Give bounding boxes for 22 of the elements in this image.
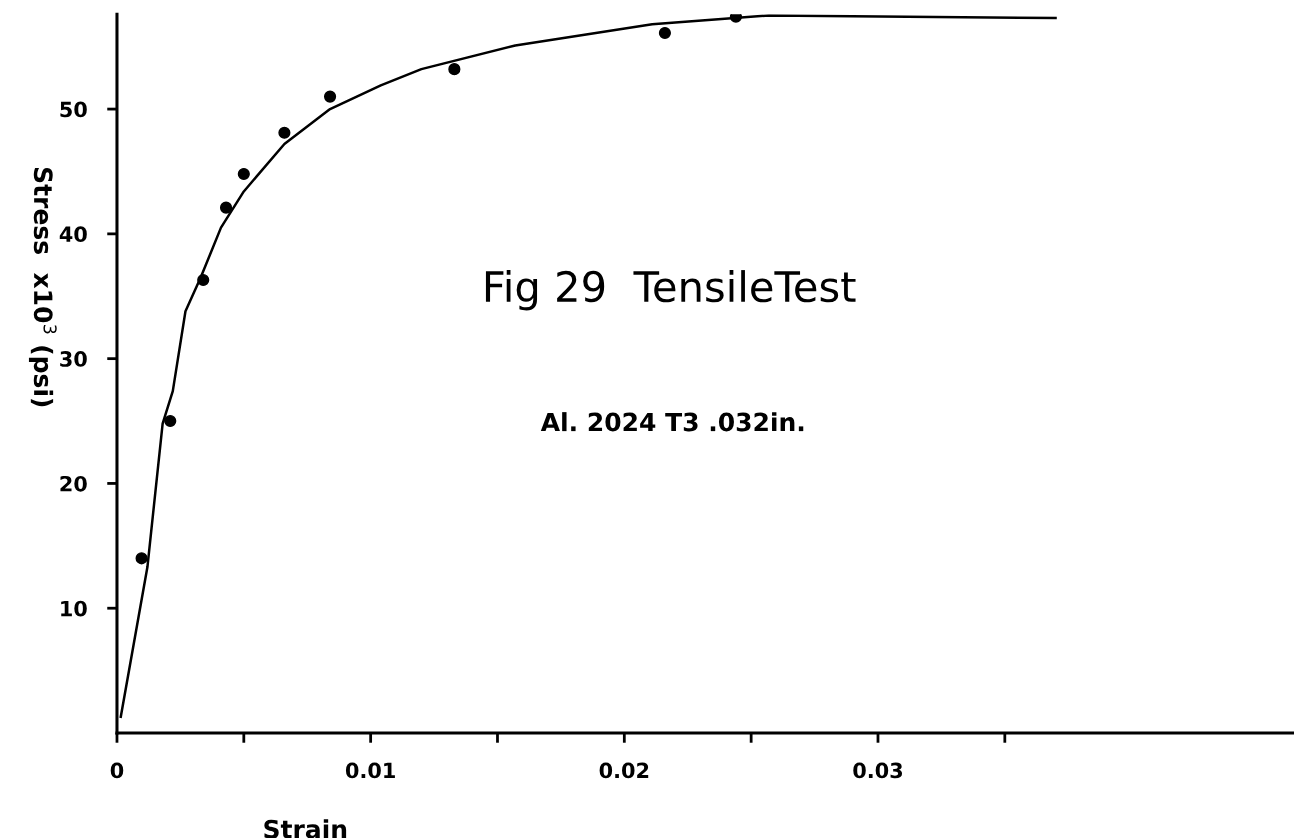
y-tick-label: 50 bbox=[60, 101, 87, 118]
x-tick-label: 0.01 bbox=[345, 762, 395, 779]
point bbox=[135, 552, 148, 565]
point bbox=[658, 26, 671, 40]
text: Fig 29 TensileTest bbox=[485, 270, 856, 311]
y-tick-label: 40 bbox=[59, 226, 87, 243]
point bbox=[323, 90, 337, 103]
point bbox=[219, 201, 233, 214]
point bbox=[448, 63, 461, 76]
y-tick-label: 20 bbox=[60, 475, 87, 492]
point bbox=[278, 126, 291, 139]
point bbox=[237, 167, 250, 181]
y-tick-label: 10 bbox=[61, 600, 87, 617]
y-axis-title: Stress x10$^{3}$ (psi) bbox=[28, 167, 57, 407]
text: Al. 2024 T3 .032in. bbox=[540, 412, 804, 432]
x-tick-label: 0.02 bbox=[599, 762, 649, 779]
x-axis-title: Strain bbox=[264, 819, 347, 838]
x-tick-label: 0.03 bbox=[853, 762, 903, 779]
y-tick-label: 30 bbox=[60, 351, 87, 367]
point bbox=[164, 414, 177, 428]
point bbox=[197, 273, 210, 287]
x-tick-label: 0 bbox=[110, 762, 124, 779]
